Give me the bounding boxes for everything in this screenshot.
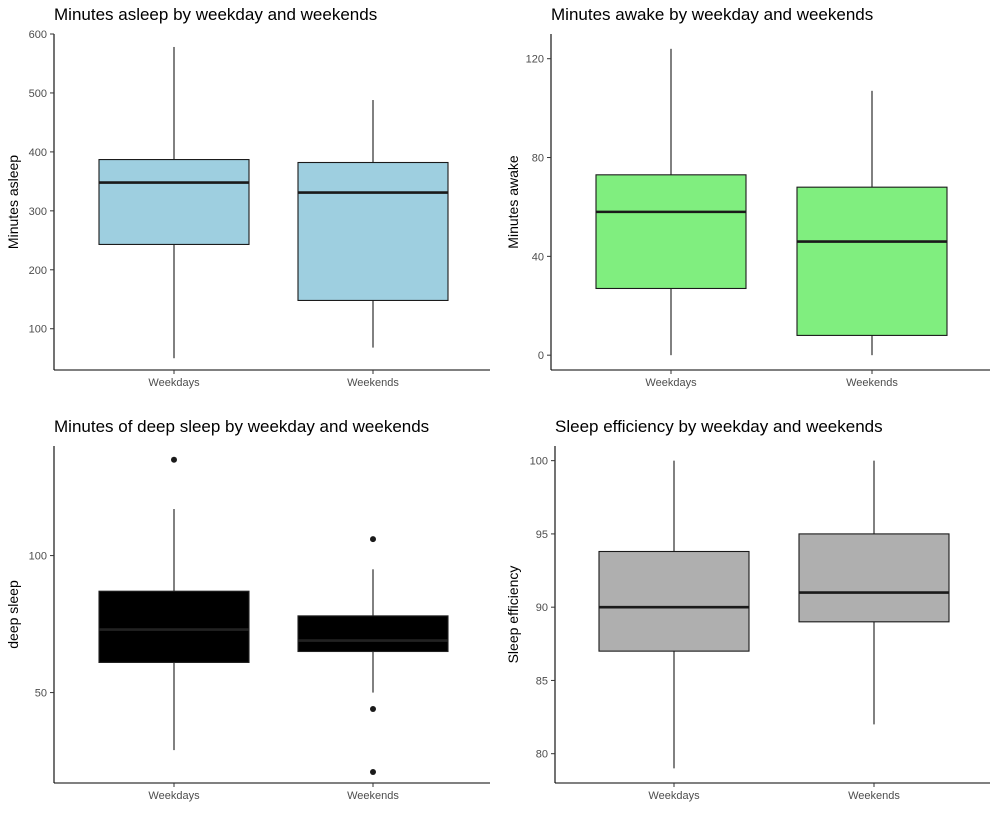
y-tick-label: 500 <box>29 88 47 100</box>
x-tick-label: Weekdays <box>148 377 200 389</box>
plot-area: Minutes of deep sleep by weekday and wee… <box>5 417 490 802</box>
chart-panel-deep-sleep: Minutes of deep sleep by weekday and wee… <box>0 412 500 824</box>
x-tick-label: Weekdays <box>148 790 200 802</box>
x-tick-label: Weekends <box>347 377 399 389</box>
y-axis-label: Sleep efficiency <box>505 566 521 664</box>
plot-area: Sleep efficiency by weekday and weekends… <box>505 417 990 802</box>
boxplot-sleep-efficiency: Sleep efficiency by weekday and weekends… <box>505 417 990 802</box>
y-tick-label: 100 <box>530 456 548 468</box>
box-weekdays <box>98 590 250 663</box>
chart-panel-minutes-awake: Minutes awake by weekday and weekends Min… <box>500 0 1000 412</box>
box-weekends <box>796 186 948 336</box>
y-tick-label: 85 <box>536 675 548 687</box>
chart-title: Minutes asleep by weekday and weekends <box>54 5 377 24</box>
x-tick-label: Weekdays <box>645 377 697 389</box>
outlier-point-weekdays <box>171 456 177 463</box>
box-weekdays <box>595 174 747 290</box>
boxplot-minutes-awake: Minutes awake by weekday and weekends Min… <box>505 5 990 389</box>
y-axis-label: deep sleep <box>5 580 21 649</box>
chart-title: Minutes of deep sleep by weekday and wee… <box>54 417 429 436</box>
y-tick-label: 200 <box>29 265 47 277</box>
box-weekends <box>798 533 950 623</box>
y-tick-label: 400 <box>29 147 47 159</box>
chart-title: Sleep efficiency by weekday and weekends <box>555 417 883 436</box>
boxplot-deep-sleep: Minutes of deep sleep by weekday and wee… <box>5 417 490 802</box>
chart-panel-sleep-efficiency: Sleep efficiency by weekday and weekends… <box>500 412 1000 824</box>
outlier-point-weekends <box>370 706 376 713</box>
chart-title: Minutes awake by weekday and weekends <box>551 5 873 24</box>
y-tick-label: 90 <box>536 602 548 614</box>
outlier-point-weekends <box>370 536 376 543</box>
boxplot-minutes-asleep: Minutes asleep by weekday and weekends Mi… <box>5 5 490 389</box>
x-tick-label: Weekends <box>846 377 898 389</box>
y-tick-label: 95 <box>536 529 548 541</box>
y-tick-label: 80 <box>536 749 548 761</box>
y-tick-label: 80 <box>532 153 544 165</box>
plot-area: Minutes awake by weekday and weekends Min… <box>505 5 990 389</box>
x-tick-label: Weekends <box>848 790 900 802</box>
y-tick-label: 300 <box>29 206 47 218</box>
x-tick-label: Weekends <box>347 790 399 802</box>
y-tick-label: 600 <box>29 29 47 41</box>
box-weekends <box>297 161 449 301</box>
y-tick-label: 120 <box>526 54 544 66</box>
box-weekdays <box>598 550 750 652</box>
y-axis-label: Minutes awake <box>505 155 521 249</box>
y-tick-label: 40 <box>532 251 544 263</box>
y-axis-label: Minutes asleep <box>5 155 21 249</box>
chart-panel-minutes-asleep: Minutes asleep by weekday and weekends Mi… <box>0 0 500 412</box>
y-tick-label: 100 <box>29 551 47 563</box>
y-tick-label: 100 <box>29 324 47 336</box>
box-weekends <box>297 615 449 653</box>
outlier-point-weekends <box>370 769 376 776</box>
y-tick-label: 0 <box>538 350 544 362</box>
box-weekdays <box>98 159 250 245</box>
plot-area: Minutes asleep by weekday and weekends Mi… <box>5 5 490 389</box>
y-tick-label: 50 <box>35 688 47 700</box>
x-tick-label: Weekdays <box>648 790 700 802</box>
